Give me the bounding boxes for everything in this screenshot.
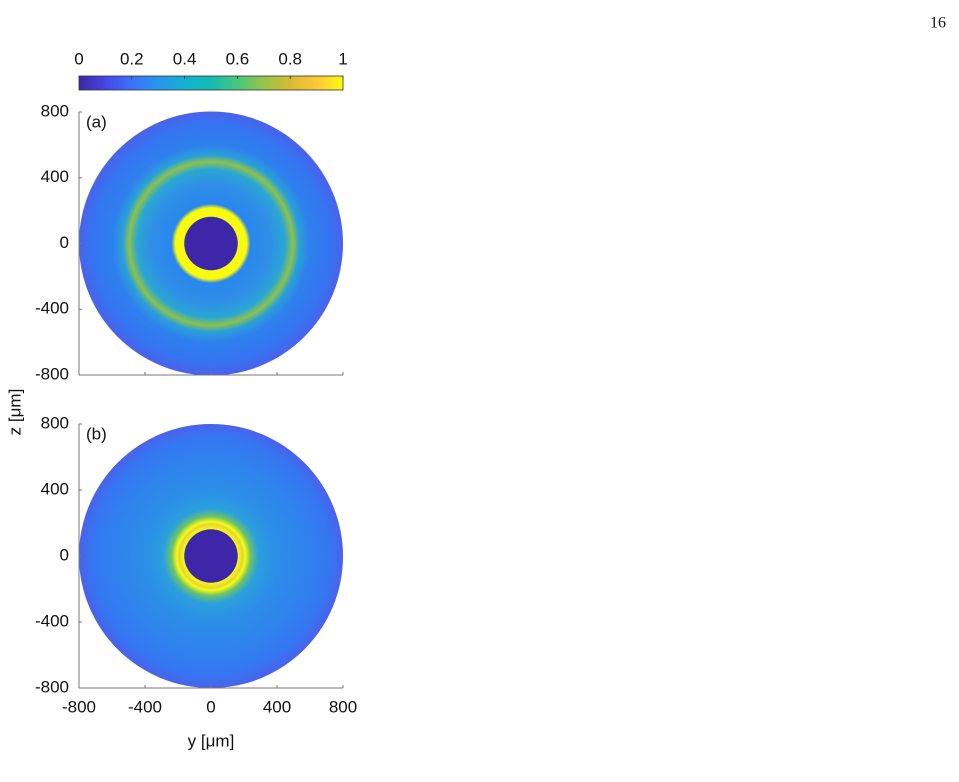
y-tick-label: 0	[60, 545, 69, 564]
y-tick-label: 800	[41, 413, 69, 432]
colorbar-tick-label: 0.6	[226, 49, 250, 68]
y-tick-label: 400	[41, 479, 69, 498]
panel-label: (a)	[86, 112, 107, 131]
y-axis-label: z [μm]	[5, 389, 24, 436]
y-tick-label: -800	[35, 364, 69, 383]
x-tick-label: 0	[206, 697, 215, 716]
y-tick-label: -400	[35, 611, 69, 630]
y-tick-label: 400	[41, 167, 69, 186]
field-disc	[79, 111, 343, 376]
y-tick-label: -800	[35, 677, 69, 696]
colorbar-tick-label: 1	[338, 49, 347, 68]
colorbar	[78, 75, 344, 91]
page-number: 16	[930, 15, 946, 32]
x-axis-label: y [μm]	[188, 731, 235, 750]
y-tick-label: 0	[60, 233, 69, 252]
x-tick-label: -800	[62, 697, 96, 716]
panel-label: (b)	[86, 424, 107, 443]
colorbar-tick-label: 0.2	[120, 49, 144, 68]
y-tick-label: -400	[35, 299, 69, 318]
x-tick-label: -400	[128, 697, 162, 716]
field-disc	[79, 424, 343, 688]
y-tick-label: 800	[41, 101, 69, 120]
colorbar-tick-label: 0.4	[173, 49, 197, 68]
x-tick-label: 400	[263, 697, 291, 716]
colorbar-tick-label: 0	[74, 49, 83, 68]
colorbar-tick-label: 0.8	[278, 49, 302, 68]
x-tick-label: 800	[329, 697, 357, 716]
